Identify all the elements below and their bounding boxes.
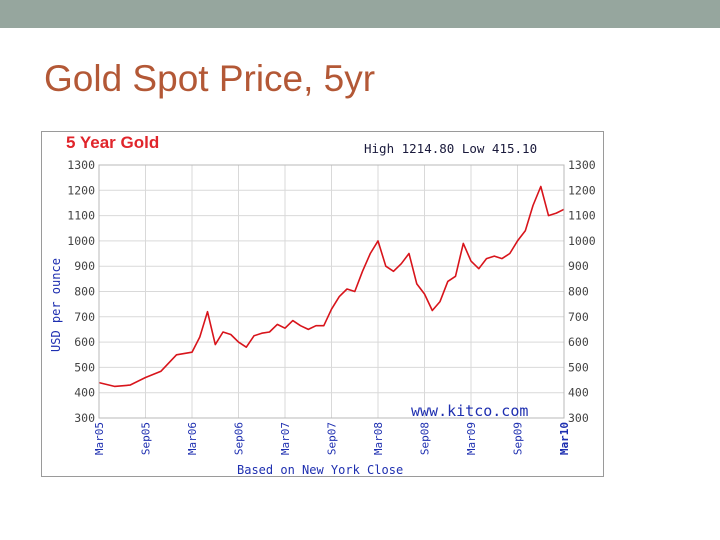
y-tick-label-left: 1000 (67, 234, 95, 248)
y-tick-label-left: 1200 (67, 183, 95, 197)
y-tick-label-left: 700 (74, 310, 95, 324)
gold-price-chart: 1300 1300 1200 1200 1100 1100 1000 1000 900 900 80… (49, 133, 596, 476)
y-tick-label-left: 1300 (67, 158, 95, 172)
y-tick-label-left: 300 (74, 411, 95, 425)
y-tick-label-right: 900 (568, 259, 589, 273)
y-tick-label-left: 800 (74, 285, 95, 299)
x-tick-label: Mar05 (93, 422, 106, 455)
x-tick-label: Sep08 (419, 422, 432, 455)
top-band (0, 0, 720, 28)
watermark: www.kitco.com (411, 402, 528, 420)
y-tick-label-left: 500 (74, 360, 95, 374)
y-tick-label-left: 400 (74, 386, 95, 400)
y-tick-label-right: 300 (568, 411, 589, 425)
y-tick-label-left: 900 (74, 259, 95, 273)
chart-title: 5 Year Gold (66, 133, 159, 152)
y-tick-label-right: 600 (568, 335, 589, 349)
x-tick-label: Mar07 (279, 422, 292, 455)
x-tick-label: Sep09 (512, 422, 525, 455)
y-tick-label-right: 1300 (568, 158, 596, 172)
x-axis-label: Based on New York Close (237, 463, 403, 476)
y-axis-label: USD per ounce (49, 258, 63, 352)
x-tick-label: Mar06 (186, 422, 199, 455)
chart-grid (98, 164, 565, 419)
x-tick-label: Sep06 (233, 422, 246, 455)
y-tick-label-right: 500 (568, 360, 589, 374)
x-tick-label: Mar09 (465, 422, 478, 455)
x-tick-label: Sep07 (326, 422, 339, 455)
slide-title: Gold Spot Price, 5yr (44, 58, 376, 99)
x-tick-label: Mar10 (558, 422, 571, 455)
y-tick-label-right: 700 (568, 310, 589, 324)
gold-price-line (98, 185, 565, 388)
y-tick-label-right: 400 (568, 386, 589, 400)
series-layer (98, 185, 565, 388)
y-tick-label-right: 1200 (568, 183, 596, 197)
x-tick-label: Mar08 (372, 422, 385, 455)
chart-frame: 1300 1300 1200 1200 1100 1100 1000 1000 900 900 80… (41, 131, 604, 477)
y-tick-label-right: 800 (568, 285, 589, 299)
y-tick-label-right: 1000 (568, 234, 596, 248)
x-tick-labels: Mar05 Sep05 Mar06 Sep06 Mar07 Sep07 Mar08 Sep08… (93, 422, 571, 455)
y-tick-label-right: 1100 (568, 209, 596, 223)
y-tick-labels: 1300 1300 1200 1200 1100 1100 1000 1000 900 900 80… (67, 158, 595, 425)
x-tick-label: Sep05 (140, 422, 153, 455)
high-low-label: High 1214.80 Low 415.10 (364, 141, 537, 156)
y-tick-label-left: 600 (74, 335, 95, 349)
y-tick-label-left: 1100 (67, 209, 95, 223)
plot-border (98, 164, 565, 419)
